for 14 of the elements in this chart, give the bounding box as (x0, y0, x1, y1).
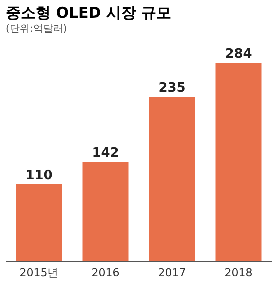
chart-title: 중소형 OLED 시장 규모 (6, 4, 172, 22)
x-tick-label: 2015년 (20, 266, 59, 280)
data-label: 235 (158, 81, 186, 96)
x-tick-label: 2016 (92, 266, 120, 280)
bar (149, 97, 196, 261)
bar (216, 63, 262, 261)
chart-subtitle: (단위:억달러) (6, 24, 68, 35)
x-tick-label: 2017 (158, 266, 186, 280)
data-label: 142 (92, 146, 120, 161)
data-label: 110 (26, 168, 53, 184)
bar (16, 184, 62, 261)
data-label: 284 (225, 47, 252, 62)
x-tick-label: 2018 (224, 266, 253, 280)
bar (82, 162, 129, 261)
